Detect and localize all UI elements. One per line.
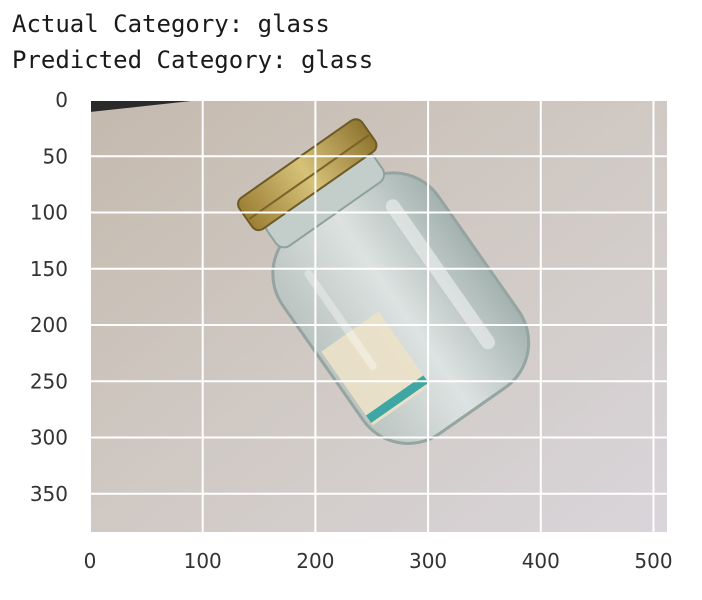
y-tick-label: 150 bbox=[30, 257, 68, 281]
y-tick-label: 200 bbox=[30, 313, 68, 337]
x-tick-label: 500 bbox=[634, 549, 672, 573]
x-tick-label: 0 bbox=[84, 549, 97, 573]
jar-photo bbox=[90, 100, 667, 532]
y-tick-label: 300 bbox=[30, 426, 68, 450]
y-tick-label: 350 bbox=[30, 482, 68, 506]
x-tick-label: 300 bbox=[409, 549, 447, 573]
y-tick-label: 100 bbox=[30, 201, 68, 225]
y-tick-label: 250 bbox=[30, 369, 68, 393]
predicted-category-text: Predicted Category: glass bbox=[12, 46, 374, 74]
jar-label-stripe bbox=[366, 375, 429, 423]
x-tick-label: 400 bbox=[522, 549, 560, 573]
x-tick-label: 200 bbox=[296, 549, 334, 573]
actual-category-text: Actual Category: glass bbox=[12, 10, 330, 38]
y-tick-label: 50 bbox=[43, 144, 68, 168]
y-tick-label: 0 bbox=[55, 88, 68, 112]
x-tick-label: 100 bbox=[184, 549, 222, 573]
x-axis-ticks: 0 100 200 300 400 500 bbox=[84, 549, 673, 573]
y-axis-ticks: 0 50 100 150 200 250 300 350 bbox=[30, 88, 68, 506]
dark-surface-edge bbox=[90, 100, 200, 112]
grid-lines bbox=[89, 99, 667, 532]
